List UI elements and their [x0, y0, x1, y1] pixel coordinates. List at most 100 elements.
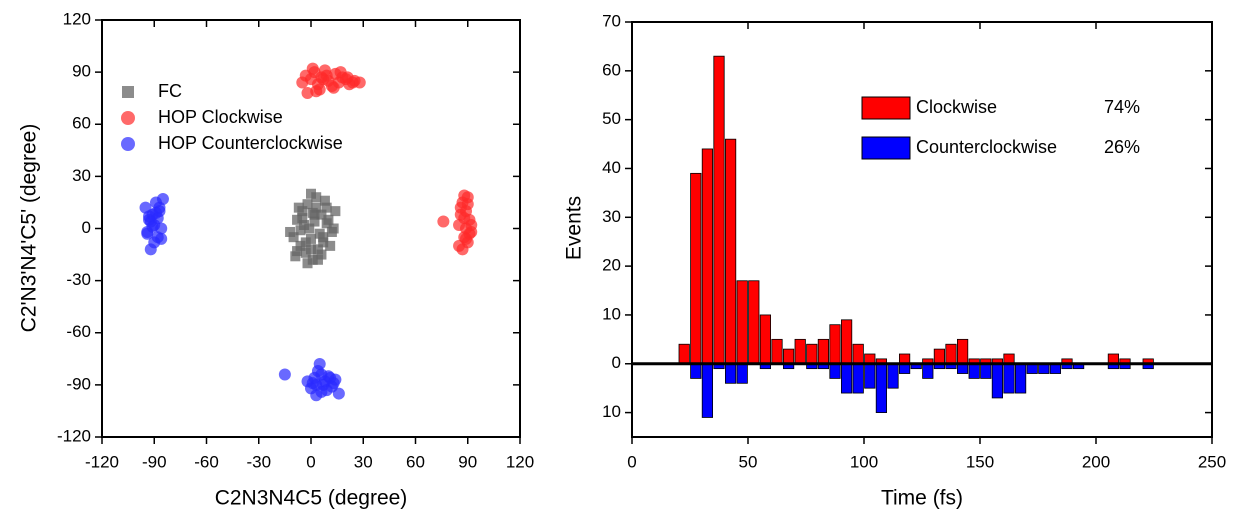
- bar: [783, 348, 795, 365]
- y-tick-label: 10: [602, 402, 621, 421]
- bar: [875, 363, 888, 413]
- point: [465, 225, 478, 238]
- y-tick-label: 60: [72, 114, 91, 133]
- x-tick-label: 50: [739, 452, 758, 471]
- legend-label: Clockwise: [916, 97, 997, 117]
- point: [310, 85, 323, 98]
- y-tick-label: 20: [602, 256, 621, 275]
- legend-share: 74%: [1104, 97, 1140, 117]
- point: [319, 195, 330, 206]
- point: [321, 202, 332, 213]
- point: [306, 233, 316, 244]
- legend-marker: [121, 111, 135, 125]
- point: [310, 389, 323, 402]
- bar: [794, 338, 806, 365]
- point: [332, 387, 345, 400]
- point: [327, 81, 340, 94]
- point: [323, 214, 334, 225]
- x-tick-label: 120: [506, 452, 534, 471]
- y-tick-label: -90: [66, 374, 91, 393]
- bar: [771, 338, 783, 365]
- point: [300, 237, 311, 248]
- point: [318, 232, 329, 243]
- bar: [690, 363, 702, 379]
- point: [309, 216, 320, 227]
- bar: [841, 319, 853, 365]
- bar: [1003, 363, 1015, 394]
- bar: [852, 363, 864, 394]
- point: [306, 244, 316, 255]
- x-tick-label: 0: [627, 452, 636, 471]
- y-tick-label: 70: [602, 11, 621, 30]
- y-tick-label: 40: [602, 158, 621, 177]
- x-tick-label: 250: [1198, 452, 1226, 471]
- y-tick-label: -60: [66, 322, 91, 341]
- point: [292, 246, 303, 257]
- point: [302, 199, 313, 210]
- x-tick-label: 150: [966, 452, 994, 471]
- point: [346, 76, 359, 89]
- legend-marker: [861, 96, 911, 120]
- y-tick-label: 30: [72, 166, 91, 185]
- x-tick-label: 200: [1082, 452, 1110, 471]
- x-axis-title: Time (fs): [881, 487, 963, 510]
- bar: [817, 338, 830, 365]
- bar: [829, 363, 841, 379]
- point: [456, 243, 469, 256]
- y-tick-label: 10: [602, 304, 621, 323]
- bar: [922, 363, 934, 379]
- bar: [852, 343, 864, 365]
- point: [318, 237, 329, 248]
- legend-label: Counterclockwise: [916, 137, 1057, 157]
- legend-marker: [861, 136, 911, 160]
- bar: [736, 280, 748, 365]
- x-tick-label: 30: [354, 452, 373, 471]
- point: [311, 202, 322, 213]
- point: [300, 247, 311, 258]
- x-tick-label: -120: [85, 452, 119, 471]
- y-tick-label: 120: [63, 9, 91, 28]
- point: [295, 240, 306, 251]
- point: [293, 202, 304, 213]
- point: [302, 258, 313, 269]
- point: [453, 219, 466, 232]
- bar: [759, 314, 772, 365]
- point: [307, 254, 318, 265]
- point: [146, 220, 159, 233]
- legend-label: HOP Clockwise: [158, 107, 283, 127]
- point: [278, 368, 291, 381]
- point: [316, 209, 327, 220]
- y-tick-label: 60: [602, 60, 621, 79]
- point: [292, 214, 303, 225]
- bar: [806, 343, 818, 365]
- point: [285, 226, 296, 237]
- point: [461, 191, 474, 204]
- bar: [968, 363, 980, 379]
- bar: [957, 338, 969, 365]
- bar: [991, 363, 1004, 399]
- x-tick-label: 100: [850, 452, 878, 471]
- bar: [748, 280, 760, 365]
- point: [315, 368, 328, 381]
- plot-frame: [101, 19, 521, 438]
- y-tick-label: 0: [82, 218, 91, 237]
- point: [328, 223, 339, 234]
- bar: [713, 55, 725, 365]
- point: [306, 62, 319, 75]
- x-tick-label: -60: [194, 452, 219, 471]
- y-tick-label: 50: [602, 109, 621, 128]
- bar: [980, 363, 992, 379]
- bar: [841, 363, 853, 394]
- point: [155, 232, 168, 245]
- legend-label: FC: [158, 81, 182, 101]
- point: [307, 207, 318, 218]
- bar: [829, 324, 841, 365]
- point: [295, 225, 306, 236]
- y-tick-label: -120: [57, 426, 91, 445]
- bar: [933, 348, 946, 365]
- y-tick-label: 90: [72, 62, 91, 81]
- point: [437, 215, 450, 228]
- point: [312, 244, 323, 255]
- point: [317, 73, 330, 86]
